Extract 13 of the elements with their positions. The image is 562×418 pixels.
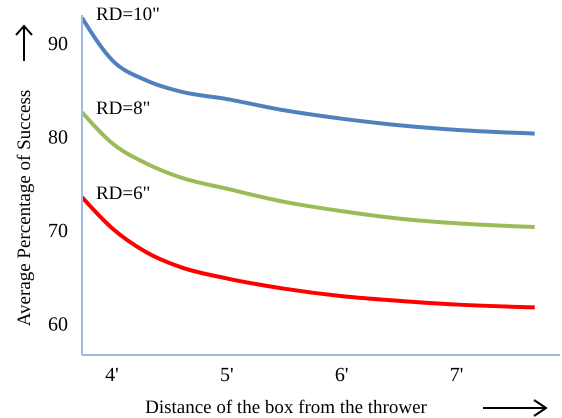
x-axis-title: Distance of the box from the thrower — [145, 397, 427, 418]
y-tick-label: 80 — [48, 126, 68, 149]
x-tick-label: 6' — [334, 364, 348, 386]
series-label: RD=10" — [96, 4, 160, 25]
y-axis-title: Average Percentage of Success — [14, 90, 36, 326]
x-tick-label: 5' — [220, 364, 234, 386]
y-tick-label: 70 — [48, 220, 68, 242]
y-tick-label: 60 — [48, 313, 68, 336]
x-tick-label: 7' — [450, 364, 464, 386]
series-label: RD=8" — [96, 98, 150, 120]
y-tick-label: 90 — [48, 33, 68, 56]
x-tick-label: 4' — [105, 364, 119, 386]
series-label: RD=6" — [96, 183, 150, 204]
